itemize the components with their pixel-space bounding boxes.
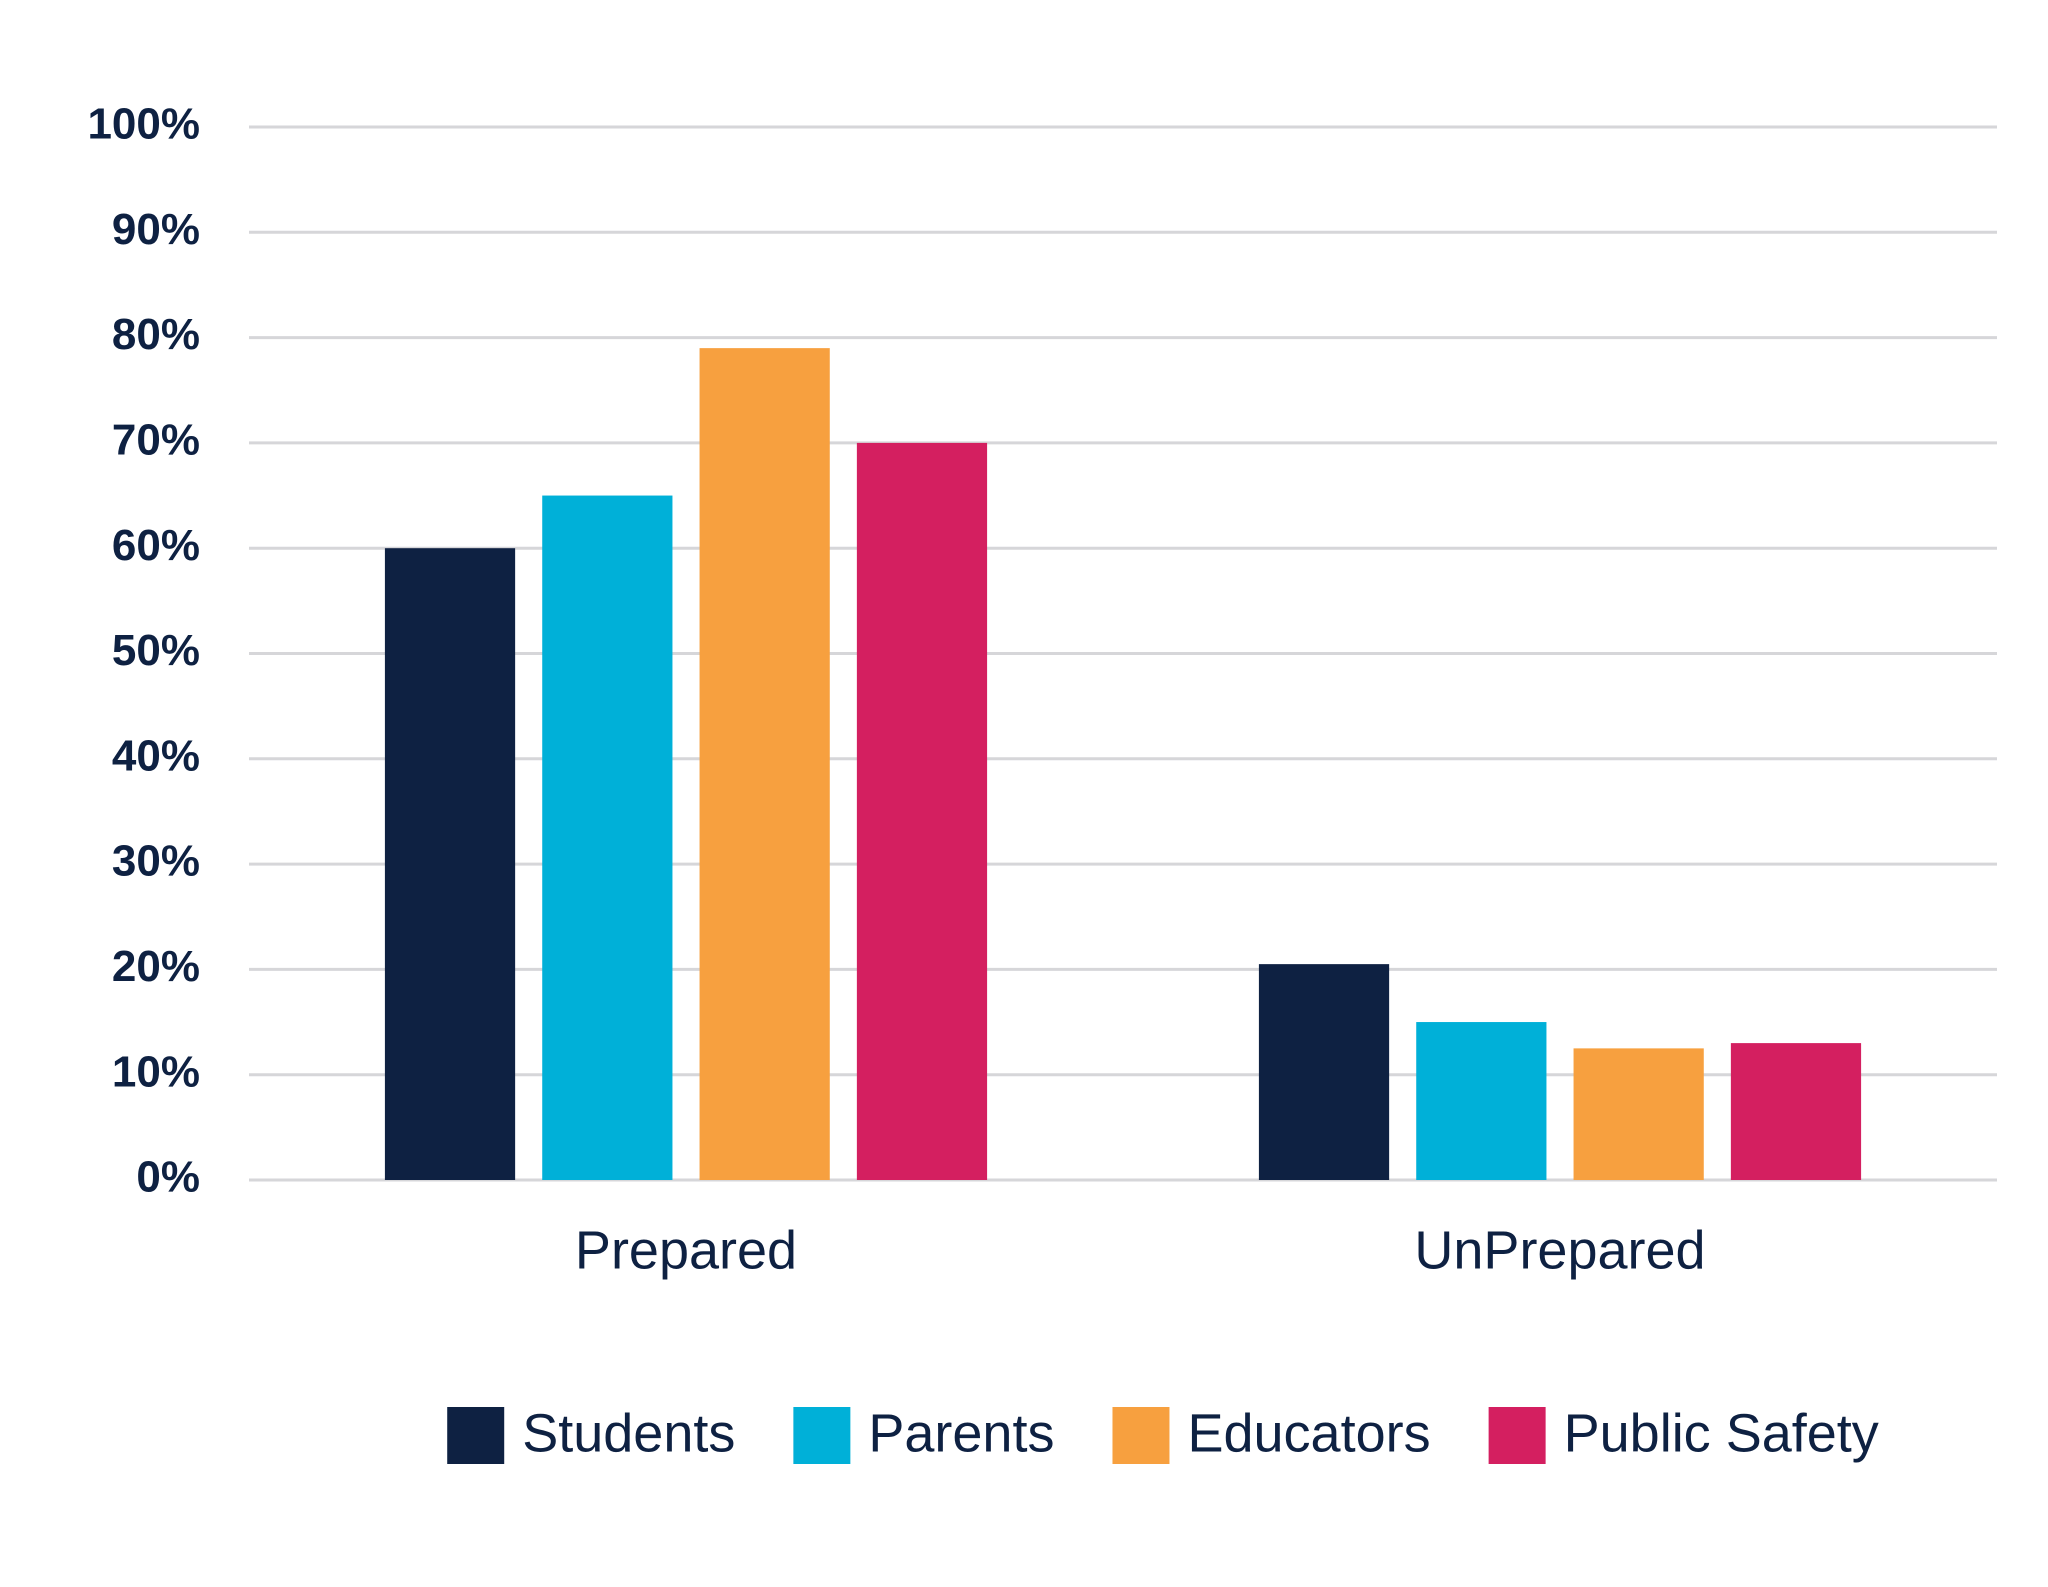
- legend-label: Students: [522, 1403, 735, 1463]
- legend-label: Public Safety: [1564, 1403, 1879, 1463]
- x-tick-label: Prepared: [575, 1220, 797, 1280]
- bar: [542, 495, 673, 1180]
- y-tick-label: 40%: [112, 731, 200, 780]
- x-tick-label: UnPrepared: [1414, 1220, 1705, 1280]
- y-tick-label: 30%: [112, 837, 200, 886]
- legend-swatch: [447, 1407, 505, 1464]
- y-tick-label: 0%: [136, 1153, 200, 1202]
- bar: [699, 348, 830, 1180]
- y-tick-label: 70%: [112, 416, 200, 465]
- bar: [1573, 1048, 1704, 1180]
- bar: [384, 548, 516, 1180]
- legend-swatch: [793, 1407, 851, 1464]
- y-tick-label: 20%: [112, 942, 200, 991]
- bar: [1258, 964, 1390, 1180]
- y-tick-label: 80%: [112, 310, 200, 359]
- y-tick-label: 90%: [112, 205, 200, 254]
- y-tick-label: 50%: [112, 626, 200, 675]
- legend-label: Educators: [1187, 1403, 1430, 1463]
- legend-label: Parents: [868, 1403, 1054, 1463]
- bar: [1416, 1022, 1547, 1180]
- legend-swatch: [1112, 1407, 1170, 1464]
- bar: [1730, 1043, 1862, 1180]
- y-tick-label: 60%: [112, 521, 200, 570]
- legend-swatch: [1488, 1407, 1546, 1464]
- bar: [856, 442, 988, 1180]
- y-tick-label: 100%: [87, 100, 200, 149]
- y-tick-label: 10%: [112, 1047, 200, 1096]
